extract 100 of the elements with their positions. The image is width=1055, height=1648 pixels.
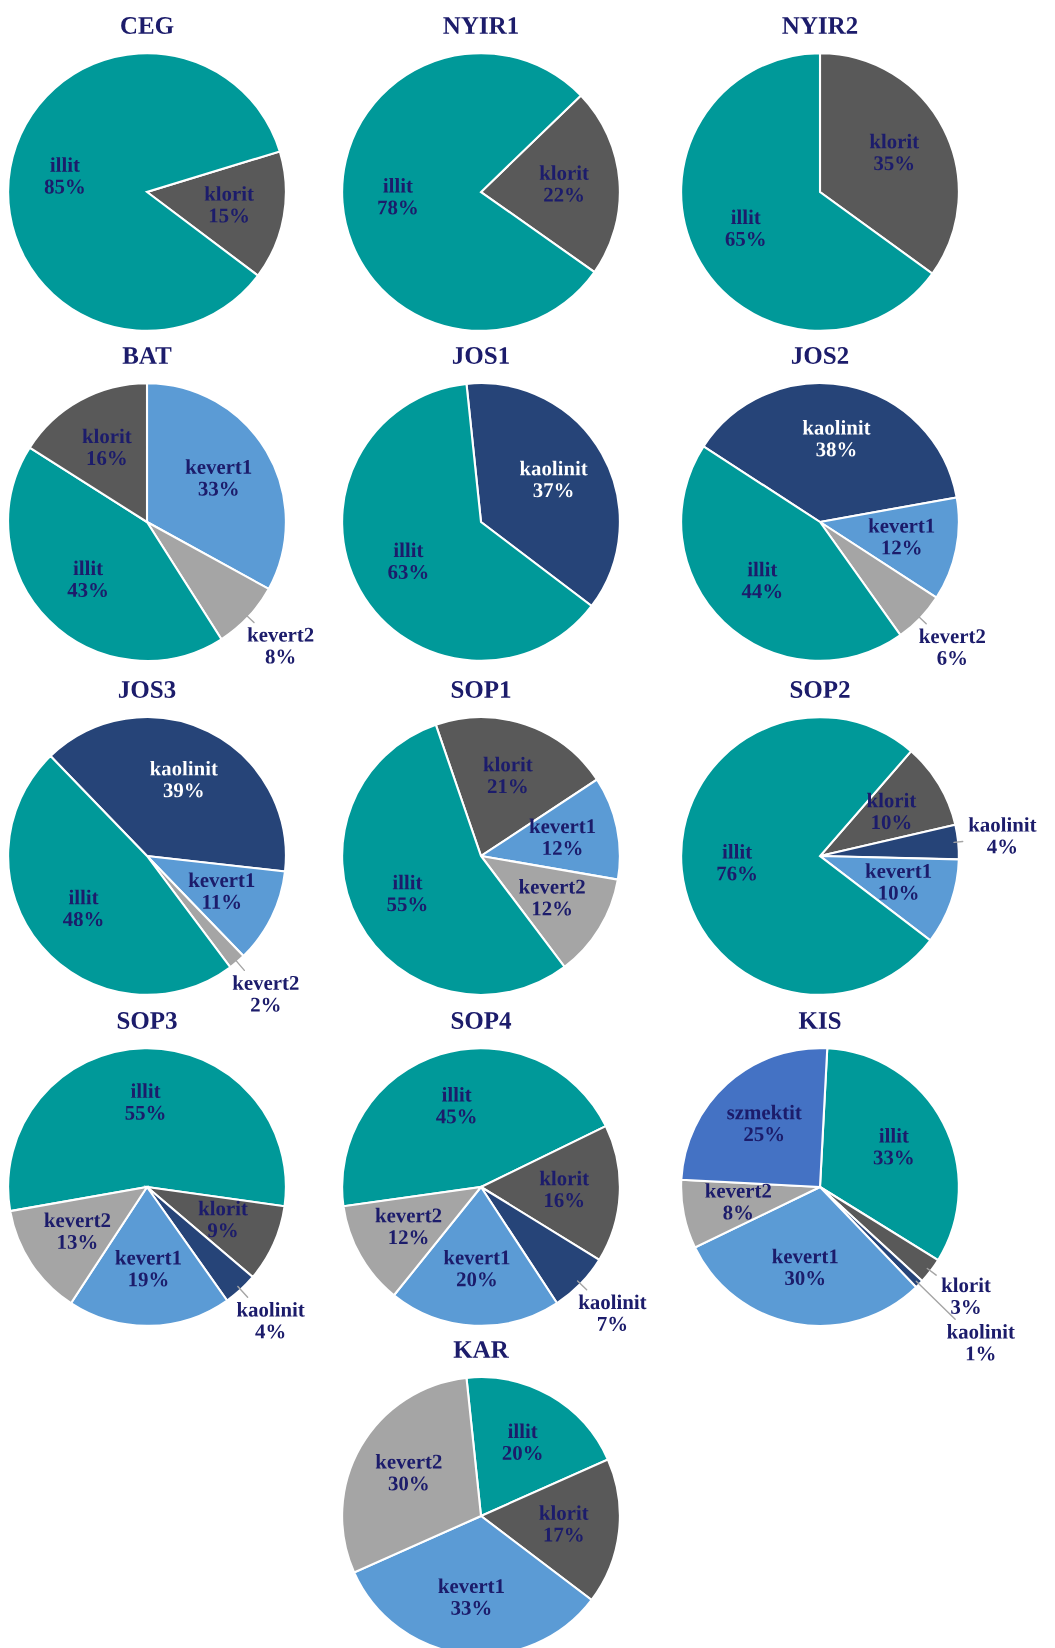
chart-title: NYIR2 <box>782 17 858 34</box>
data-label: 15% <box>209 208 248 223</box>
chart-title: JOS2 <box>791 347 849 364</box>
data-label: 12% <box>543 841 582 856</box>
slice-label: kaolinit <box>578 1294 647 1310</box>
data-label: 6% <box>937 650 966 666</box>
chart-title: BAT <box>122 347 172 364</box>
data-label: 10% <box>879 885 918 900</box>
slice-label: klorit <box>539 165 589 180</box>
slice-label: kevert1 <box>529 818 596 834</box>
chart-title: SOP3 <box>117 1012 177 1029</box>
slice-label: kevert2 <box>247 627 314 642</box>
data-label: 12% <box>532 901 572 916</box>
data-label: 78% <box>378 200 417 215</box>
data-label: 19% <box>129 1272 168 1287</box>
data-label: 21% <box>487 779 527 794</box>
data-label: 33% <box>451 1600 491 1615</box>
slice-label: kevert1 <box>865 863 932 878</box>
data-label: 55% <box>387 897 427 912</box>
slice-label: kevert2 <box>375 1207 442 1223</box>
data-label: 7% <box>598 1316 627 1331</box>
slice-label: kevert1 <box>188 872 255 888</box>
data-label: 20% <box>502 1445 542 1461</box>
slice-label: kevert2 <box>705 1183 771 1198</box>
data-label: 20% <box>456 1272 496 1287</box>
slice-label: kevert2 <box>232 975 299 990</box>
slice-label: klorit <box>204 186 254 201</box>
slice-label: kevert2 <box>519 879 585 894</box>
slice-label: illit <box>73 560 104 576</box>
slice-label: kevert1 <box>772 1248 838 1264</box>
data-label: 44% <box>741 584 782 599</box>
data-label: 35% <box>874 156 914 171</box>
slice-label: kaolinit <box>519 460 588 476</box>
slice-label: klorit <box>867 792 917 808</box>
data-label: 16% <box>87 451 126 466</box>
slice-label: kaolinit <box>150 760 218 776</box>
data-label: 48% <box>62 912 103 927</box>
slice-label: illit <box>442 1086 472 1102</box>
slice-label: kevert1 <box>443 1249 510 1265</box>
data-label: 22% <box>544 187 583 202</box>
chart-title: CEG <box>121 17 174 34</box>
data-label: 2% <box>251 997 280 1012</box>
data-label: 37% <box>533 483 573 498</box>
data-label: 12% <box>389 1230 428 1245</box>
slice-label: kaolinit <box>947 1324 1015 1339</box>
data-label: 12% <box>882 540 921 555</box>
slice-label: klorit <box>539 1505 589 1520</box>
slice-label: illit <box>392 874 423 890</box>
slice-label: illit <box>130 1083 161 1098</box>
slice-label: illit <box>383 178 413 193</box>
chart-title: KIS <box>798 1012 841 1029</box>
slice-label: illit <box>731 209 761 225</box>
data-label: 85% <box>44 179 84 194</box>
data-label: 30% <box>388 1476 428 1491</box>
data-label: 3% <box>951 1299 980 1315</box>
data-label: 30% <box>785 1271 825 1286</box>
data-label: 45% <box>436 1109 476 1124</box>
chart-title: NYIR1 <box>443 17 518 34</box>
data-label: 4% <box>255 1324 285 1339</box>
data-label: 38% <box>816 442 856 457</box>
slice-label: kevert1 <box>115 1249 181 1265</box>
data-label: 13% <box>58 1234 97 1250</box>
slice-label: kaolinit <box>236 1302 305 1317</box>
slice-label: illit <box>68 889 99 905</box>
data-label: 8% <box>265 649 295 664</box>
slice-label: illit <box>722 844 753 859</box>
slice-label: klorit <box>483 756 533 772</box>
data-label: 4% <box>987 839 1017 854</box>
chart-title: JOS1 <box>452 347 509 364</box>
slice-label: kevert1 <box>185 459 252 474</box>
data-label: 33% <box>198 481 238 496</box>
data-label: 1% <box>966 1346 995 1361</box>
slice-label: kaolinit <box>802 419 871 435</box>
data-label: 63% <box>388 564 428 580</box>
slice-label: klorit <box>82 428 132 444</box>
slice-label: illit <box>508 1423 538 1439</box>
data-label: 33% <box>873 1150 913 1165</box>
slice-label: illit <box>393 542 424 558</box>
slice-label: klorit <box>539 1170 590 1186</box>
data-label: 9% <box>207 1223 237 1238</box>
data-label: 55% <box>125 1105 165 1120</box>
slice-label: klorit <box>869 133 920 149</box>
slice-label: kevert2 <box>375 1453 442 1469</box>
slice-label: klorit <box>198 1200 248 1216</box>
chart-title: SOP1 <box>451 681 511 698</box>
data-label: 10% <box>872 815 911 830</box>
slice-label: kevert2 <box>919 628 985 644</box>
data-label: 11% <box>203 894 241 909</box>
data-label: 43% <box>67 582 107 598</box>
data-label: 25% <box>744 1127 784 1142</box>
chart-title: JOS3 <box>118 681 176 698</box>
data-label: 39% <box>163 783 203 798</box>
data-label: 76% <box>717 866 756 881</box>
slice-label: illit <box>50 157 80 172</box>
slice-label: kevert1 <box>438 1578 504 1594</box>
slice-label: illit <box>747 561 778 577</box>
chart-title: SOP4 <box>451 1012 512 1029</box>
chart-title: SOP2 <box>790 681 850 698</box>
data-label: 65% <box>725 231 765 247</box>
slice-label: kevert1 <box>868 518 935 533</box>
